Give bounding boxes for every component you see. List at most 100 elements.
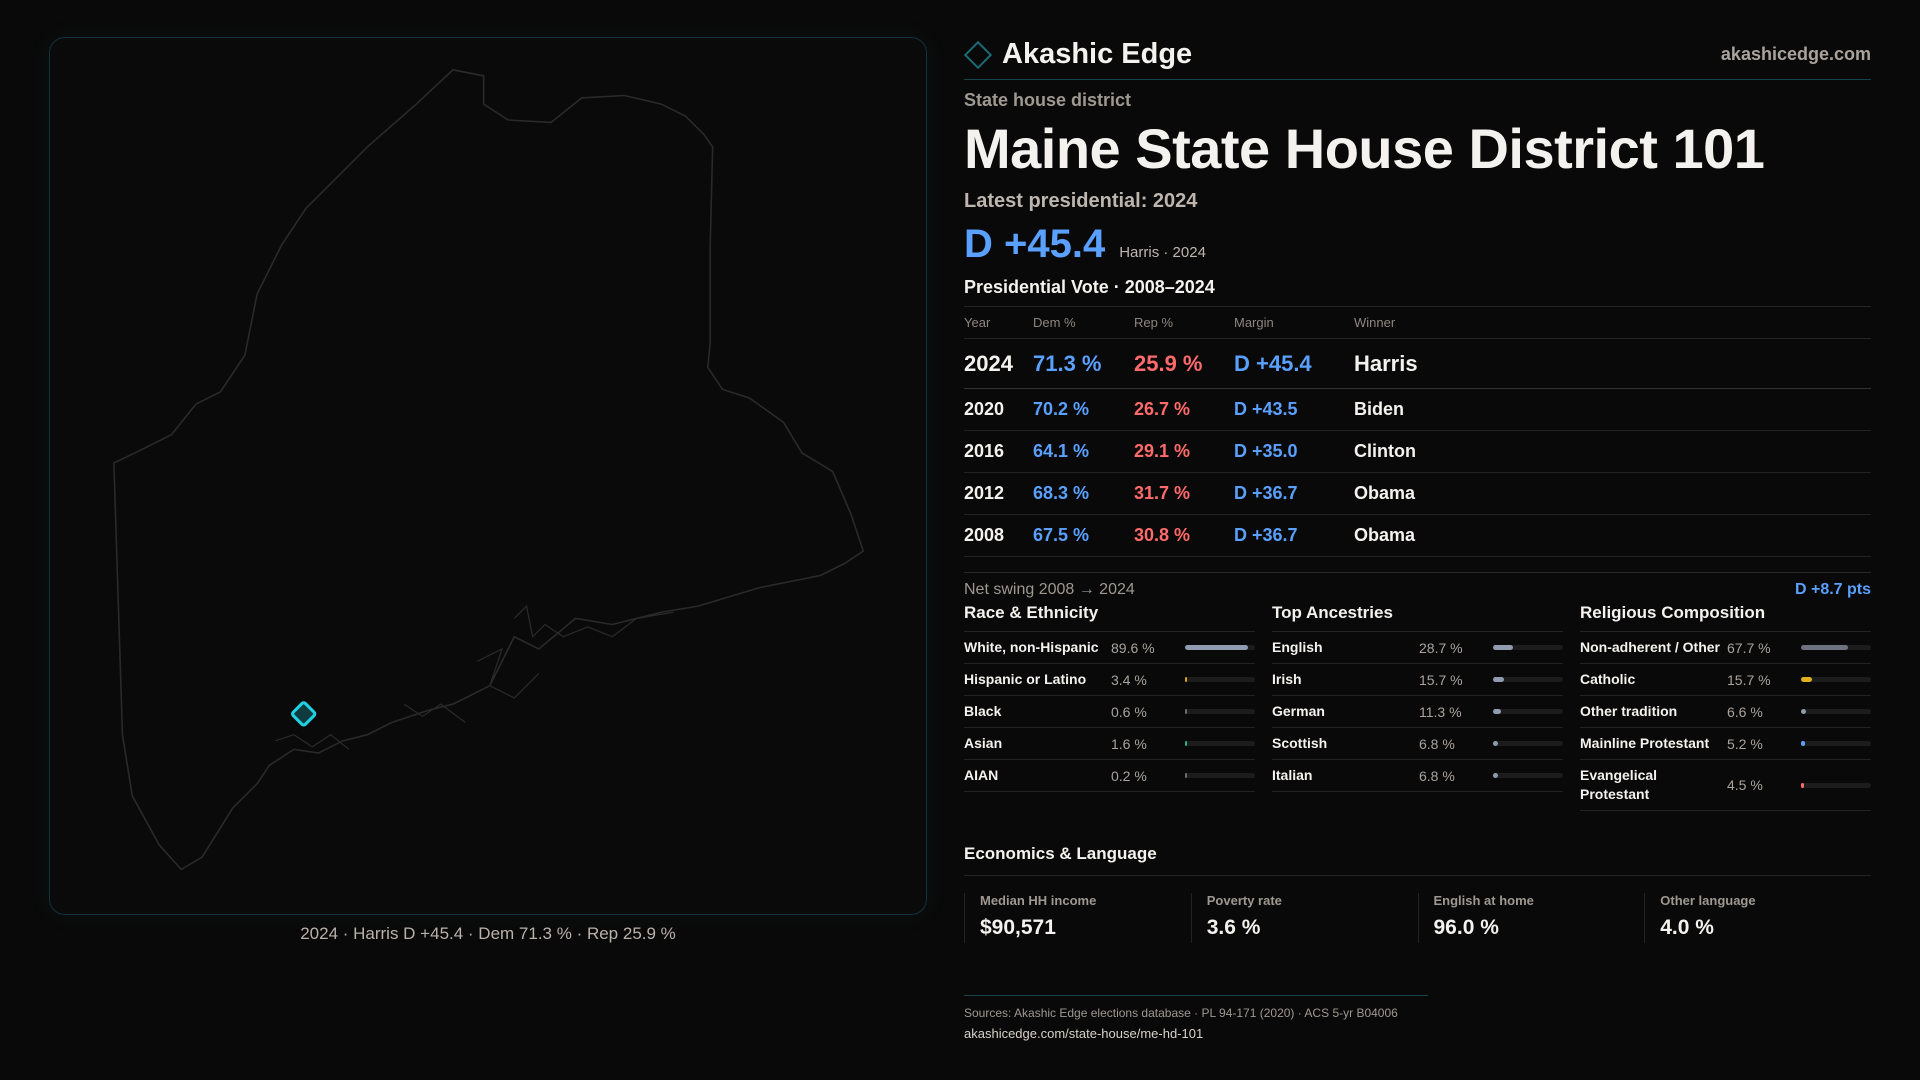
stat-value: 0.6 % <box>1111 703 1147 720</box>
stat-row: Scottish 6.8 % <box>1272 728 1563 760</box>
stat-bar-fill <box>1493 709 1501 714</box>
card-label: Other language <box>1660 893 1756 908</box>
col-year: Year <box>964 306 1033 339</box>
map-caption: 2024 · Harris D +45.4 · Dem 71.3 % · Rep… <box>300 924 676 943</box>
cell-margin: D +45.4 <box>1234 338 1354 389</box>
stat-label: German <box>1272 703 1325 719</box>
stat-label: Evangelical Protestant <box>1580 767 1658 802</box>
map-panel[interactable] <box>49 37 927 915</box>
col-dem: Dem % <box>1033 306 1134 339</box>
stat-value: 67.7 % <box>1727 639 1771 656</box>
stat-row: Hispanic or Latino 3.4 % <box>964 664 1255 696</box>
cell-margin: D +36.7 <box>1234 514 1354 557</box>
economics-cards: Median HH income $90,571 Poverty rate 3.6 … <box>964 893 1871 943</box>
card-value: 96.0 % <box>1433 916 1499 939</box>
header: Akashic Edge akashicedge.com <box>963 30 1871 80</box>
cell-winner: Harris <box>1354 338 1871 389</box>
section-religion: Religious Composition Non-adherent / Othe… <box>1580 600 1871 811</box>
stat-bar <box>1801 709 1871 714</box>
cell-winner: Obama <box>1354 472 1871 515</box>
cell-year: 2020 <box>964 388 1033 431</box>
cell-rep: 25.9 % <box>1134 338 1234 389</box>
stat-bar <box>1185 677 1255 682</box>
col-margin: Margin <box>1234 306 1354 339</box>
card-label: Poverty rate <box>1206 893 1282 908</box>
stat-label: English <box>1272 639 1323 655</box>
stat-value: 89.6 % <box>1111 639 1155 656</box>
section-title: Top Ancestries <box>1272 600 1563 632</box>
card-other-language: Other language 4.0 % <box>1644 893 1871 943</box>
card-poverty: Poverty rate 3.6 % <box>1190 893 1418 943</box>
stat-bar <box>1493 773 1563 778</box>
stat-row: AIAN 0.2 % <box>964 760 1255 792</box>
stat-bar <box>1185 741 1255 746</box>
stat-label: Hispanic or Latino <box>964 671 1087 687</box>
section-race: Race & Ethnicity White, non-Hispanic 89.6… <box>964 600 1255 792</box>
stat-bar <box>1801 741 1871 746</box>
stat-row: Mainline Protestant 5.2 % <box>1580 728 1871 760</box>
stat-bar-fill <box>1493 773 1498 778</box>
stat-label: Black <box>964 703 1002 719</box>
net-swing: Net swing 2008 → 2024 D +8.7 pts <box>964 572 1871 599</box>
stat-bar <box>1493 677 1563 682</box>
section-title: Religious Composition <box>1580 600 1871 632</box>
stat-row: German 11.3 % <box>1272 696 1563 728</box>
stat-bar-fill <box>1801 782 1805 788</box>
footer-divider <box>964 995 1428 996</box>
stat-label: Catholic <box>1580 671 1636 687</box>
stat-bar <box>1185 709 1255 714</box>
stat-label: Asian <box>964 735 1003 751</box>
cell-dem: 68.3 % <box>1033 472 1134 515</box>
stat-row: Asian 1.6 % <box>964 728 1255 760</box>
cell-dem: 70.2 % <box>1033 388 1134 431</box>
stat-value: 6.8 % <box>1419 767 1455 784</box>
table-row: 2008 67.5 % 30.8 % D +36.7 Obama <box>964 514 1871 557</box>
stat-value: 5.2 % <box>1727 735 1763 752</box>
card-value: 3.6 % <box>1206 916 1261 939</box>
brand[interactable]: Akashic Edge <box>963 38 1193 71</box>
stat-value: 15.7 % <box>1727 671 1771 688</box>
card-income: Median HH income $90,571 <box>964 893 1191 943</box>
section-ancestry: Top Ancestries English 28.7 % Irish 15.7 … <box>1272 600 1563 792</box>
margin-value: D +45.4 <box>964 222 1106 266</box>
stat-value: 0.2 % <box>1111 767 1147 784</box>
stat-value: 6.6 % <box>1727 703 1763 720</box>
brand-name: Akashic Edge <box>1002 38 1193 70</box>
table-row: 2024 71.3 % 25.9 % D +45.4 Harris <box>964 338 1871 389</box>
stat-value: 1.6 % <box>1111 735 1147 752</box>
stat-label: Non-adherent / Other <box>1580 639 1721 655</box>
stat-label: Mainline Protestant <box>1580 735 1710 751</box>
cell-rep: 30.8 % <box>1134 514 1234 557</box>
vote-table-title: Presidential Vote · 2008–2024 <box>964 277 1215 297</box>
table-row: 2012 68.3 % 31.7 % D +36.7 Obama <box>964 472 1871 515</box>
site-link[interactable]: akashicedge.com <box>1720 44 1871 64</box>
stat-row: Evangelical Protestant 4.5 % <box>1580 760 1871 811</box>
col-rep: Rep % <box>1134 306 1234 339</box>
cell-winner: Biden <box>1354 388 1871 431</box>
stat-bar-fill <box>1801 677 1812 682</box>
cell-margin: D +35.0 <box>1234 430 1354 473</box>
cell-rep: 26.7 % <box>1134 388 1234 431</box>
stat-value: 15.7 % <box>1419 671 1463 688</box>
cell-dem: 64.1 % <box>1033 430 1134 473</box>
page-url[interactable]: akashicedge.com/state-house/me-hd-101 <box>964 1026 1204 1041</box>
stat-bar <box>1801 645 1871 650</box>
stat-row: White, non-Hispanic 89.6 % <box>964 632 1255 664</box>
stat-bar-fill <box>1801 645 1849 650</box>
stat-bar-fill <box>1493 677 1504 682</box>
stat-label: Other tradition <box>1580 703 1678 719</box>
table-header: Year Dem % Rep % Margin Winner <box>964 306 1871 339</box>
stat-bar <box>1185 773 1255 778</box>
page-title: Maine State House District 101 <box>964 117 1765 180</box>
cell-rep: 31.7 % <box>1134 472 1234 515</box>
swing-value: D +8.7 pts <box>1794 581 1871 598</box>
stat-bar-fill <box>1185 773 1187 778</box>
card-value: $90,571 <box>980 916 1056 939</box>
stat-label: Scottish <box>1272 735 1328 751</box>
cell-winner: Clinton <box>1354 430 1871 473</box>
card-english: English at home 96.0 % <box>1417 893 1645 943</box>
cell-year: 2016 <box>964 430 1033 473</box>
stat-label: White, non-Hispanic <box>964 639 1099 655</box>
latest-margin: D +45.4 Harris · 2024 <box>964 222 1871 267</box>
stat-bar-fill <box>1185 741 1187 746</box>
